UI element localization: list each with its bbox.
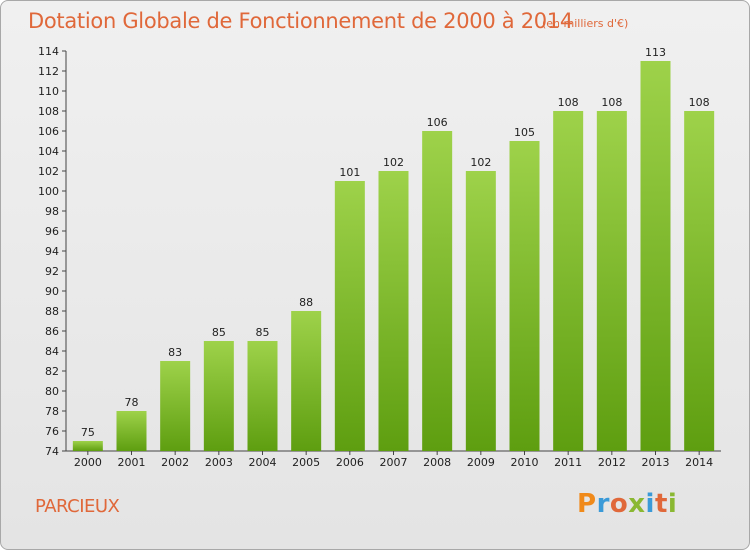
x-tick-label: 2013 [642,456,670,469]
bar-value-label: 113 [645,46,666,59]
y-tick-label: 84 [45,345,59,358]
bar-2014 [684,111,715,451]
y-tick-label: 112 [38,65,59,78]
y-tick-label: 96 [45,225,59,238]
logo-letter: o [609,489,629,519]
bar-2007 [378,171,409,451]
y-tick-label: 74 [45,445,59,458]
bar-2002 [160,361,191,451]
y-tick-label: 92 [45,265,59,278]
bar-value-label: 105 [514,126,535,139]
y-tick-label: 100 [38,185,59,198]
x-tick-label: 2010 [511,456,539,469]
bar-2000 [72,441,103,451]
y-tick-label: 78 [45,405,59,418]
y-tick-label: 102 [38,165,59,178]
bar-value-label: 85 [256,326,270,339]
x-axis: 2000 2001 2002 2003 2004 2005 2006 2007 2008 2009… [66,450,721,469]
x-tick-label: 2004 [249,456,277,469]
y-tick-label: 110 [38,85,59,98]
bar-value-label: 75 [81,426,95,439]
proxiti-logo[interactable]: Proxiti [577,489,677,519]
logo-letter: i [645,489,655,519]
x-tick-label: 2000 [74,456,102,469]
y-tick-label: 88 [45,305,59,318]
x-tick-label: 2003 [205,456,233,469]
bar-2012 [596,111,627,451]
bar-value-label: 78 [125,396,139,409]
y-tick-label: 108 [38,105,59,118]
bar-2006 [334,181,365,451]
bar-value-label: 102 [470,156,491,169]
y-tick-label: 86 [45,325,59,338]
bar-2009 [465,171,496,451]
x-tick-label: 2007 [380,456,408,469]
bar-value-label: 85 [212,326,226,339]
logo-letter: t [654,489,668,519]
y-axis: 74 76 78 80 82 84 86 88 90 92 94 96 98 100 102 104 106 10… [38,45,67,458]
bar-value-label: 102 [383,156,404,169]
y-tick-label: 82 [45,365,59,378]
logo-letter: i [667,489,678,519]
bar-value-label: 83 [168,346,182,359]
chart-title: Dotation Globale de Fonctionnement de 20… [28,9,573,33]
x-tick-label: 2011 [554,456,582,469]
bar-2008 [422,131,453,451]
logo-letter: P [577,489,597,519]
x-tick-label: 2002 [161,456,189,469]
bar-2004 [247,341,278,451]
x-tick-label: 2009 [467,456,495,469]
bar-value-label: 88 [299,296,313,309]
bar-value-label: 101 [339,166,360,179]
y-tick-label: 90 [45,285,59,298]
x-tick-label: 2006 [336,456,364,469]
logo-letter: r [596,489,610,519]
y-tick-label: 94 [45,245,59,258]
x-tick-label: 2005 [292,456,320,469]
y-tick-label: 104 [38,145,59,158]
y-tick-label: 106 [38,125,59,138]
bar-2003 [203,341,234,451]
y-tick-label: 76 [45,425,59,438]
bar-value-label: 108 [558,96,579,109]
bars: 75 78 83 85 85 88 101 102 106 102 105 108 108 113 108 [72,46,715,451]
chart-subtitle: (en milliers d'€) [542,17,629,30]
commune-name: PARCIEUX [35,496,120,517]
x-tick-label: 2008 [423,456,451,469]
x-tick-label: 2012 [598,456,626,469]
y-tick-label: 80 [45,385,59,398]
bar-2013 [640,61,671,451]
bar-2010 [509,141,540,451]
bar-value-label: 108 [689,96,710,109]
y-tick-label: 114 [38,45,59,58]
x-tick-label: 2001 [118,456,146,469]
bar-2011 [553,111,584,451]
bar-value-label: 106 [427,116,448,129]
bar-2005 [291,311,322,451]
bar-value-label: 108 [601,96,622,109]
y-tick-label: 98 [45,205,59,218]
bar-2001 [116,411,147,451]
logo-letter: x [628,489,646,519]
x-tick-label: 2014 [685,456,713,469]
